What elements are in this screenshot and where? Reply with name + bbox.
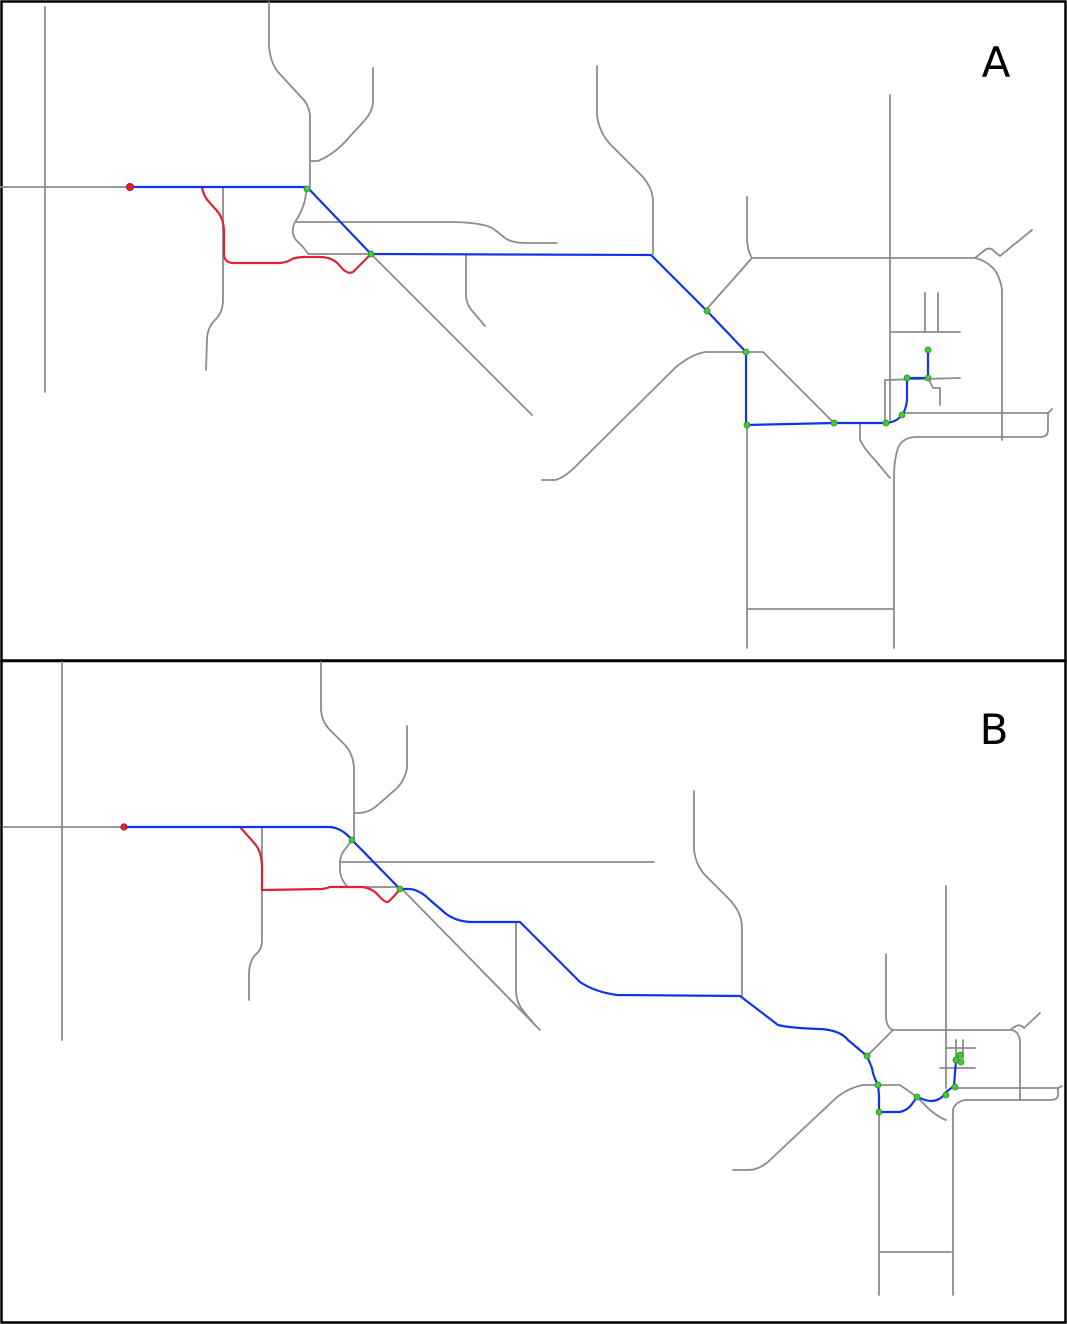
road bbox=[1047, 408, 1053, 414]
road bbox=[370, 253, 533, 416]
road bbox=[2, 826, 353, 841]
road bbox=[248, 826, 263, 1001]
road bbox=[751, 257, 1003, 441]
road bbox=[268, 1, 311, 188]
stop-marker bbox=[957, 1058, 965, 1066]
origin-marker bbox=[120, 823, 128, 831]
panel-b-road-network bbox=[2, 661, 1063, 1296]
road bbox=[1009, 1012, 1041, 1031]
panel-a: A bbox=[0, 0, 1067, 662]
road bbox=[515, 921, 536, 1026]
stop-marker bbox=[903, 374, 911, 382]
panel-a-main-route bbox=[128, 185, 930, 427]
stop-marker bbox=[898, 411, 906, 419]
road bbox=[1057, 1085, 1063, 1089]
road bbox=[596, 65, 654, 255]
stop-marker bbox=[367, 250, 375, 258]
panel-b-stops bbox=[120, 823, 965, 1116]
stop-marker bbox=[348, 836, 356, 844]
panel-b-alt-route bbox=[238, 825, 402, 904]
road bbox=[833, 422, 891, 479]
stop-marker bbox=[942, 1091, 950, 1099]
panel-a-alt-route bbox=[200, 185, 373, 274]
panel-b-main-route bbox=[122, 825, 961, 1114]
road bbox=[465, 253, 486, 327]
road bbox=[309, 67, 374, 162]
road bbox=[291, 186, 372, 255]
stop-marker bbox=[874, 1081, 882, 1089]
road bbox=[353, 725, 408, 814]
stop-marker bbox=[882, 419, 890, 427]
stop-marker bbox=[913, 1093, 921, 1101]
main-route-line bbox=[128, 185, 930, 427]
stop-marker bbox=[303, 185, 311, 193]
road bbox=[320, 661, 355, 841]
road bbox=[916, 1096, 947, 1121]
road bbox=[952, 1087, 1059, 1296]
panel-a-label: A bbox=[982, 38, 1011, 87]
road bbox=[399, 886, 541, 1031]
road bbox=[745, 351, 835, 424]
origin-marker bbox=[126, 182, 135, 191]
stop-marker bbox=[875, 1108, 883, 1116]
stop-marker bbox=[703, 307, 711, 315]
panel-b-label: B bbox=[980, 705, 1009, 754]
road bbox=[893, 412, 1049, 649]
stop-marker bbox=[396, 885, 404, 893]
road bbox=[732, 1084, 879, 1171]
panel-b-frame bbox=[0, 659, 1067, 1324]
alternative-route-line bbox=[200, 185, 373, 274]
road bbox=[974, 229, 1033, 259]
road bbox=[693, 790, 743, 997]
stop-marker bbox=[742, 348, 750, 356]
road bbox=[866, 1029, 1021, 1101]
stop-marker bbox=[924, 346, 932, 354]
panel-b: B bbox=[0, 659, 1067, 1324]
road bbox=[704, 196, 753, 312]
alternative-route-line bbox=[238, 825, 402, 904]
road bbox=[205, 187, 224, 371]
stop-marker bbox=[924, 374, 932, 382]
panel-a-frame bbox=[0, 0, 1067, 662]
road bbox=[541, 351, 747, 481]
road bbox=[339, 839, 401, 888]
road bbox=[885, 953, 894, 1031]
panel-a-road-network bbox=[0, 1, 1053, 649]
stop-marker bbox=[956, 1051, 964, 1059]
stop-marker bbox=[743, 421, 751, 429]
panel-a-stops bbox=[126, 182, 932, 429]
stop-marker bbox=[951, 1083, 959, 1091]
main-route-line bbox=[122, 825, 961, 1114]
road bbox=[295, 221, 558, 244]
stop-marker bbox=[830, 419, 838, 427]
road bbox=[927, 377, 941, 406]
stop-marker bbox=[863, 1052, 871, 1060]
